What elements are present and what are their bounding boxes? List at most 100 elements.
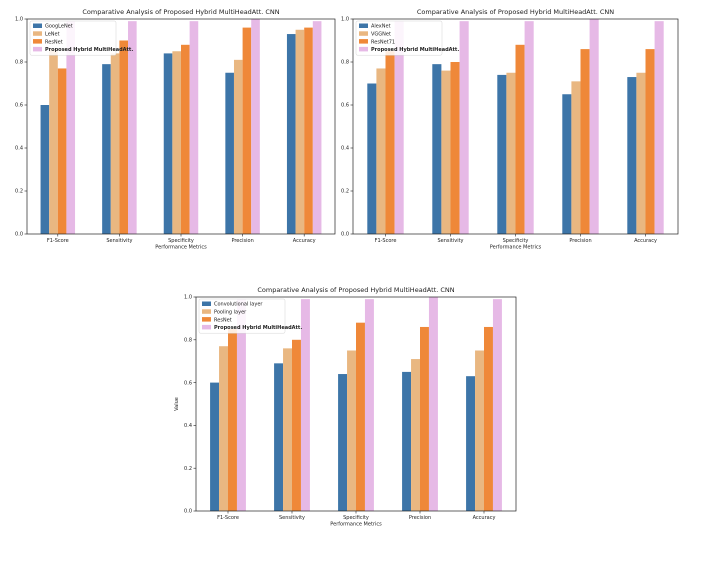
bar-vggnet-f1-score — [376, 68, 386, 234]
bar-resnet-f1-score — [57, 68, 67, 234]
bar-resnet-precision — [242, 27, 252, 234]
bar-vggnet-sensitivity — [441, 70, 451, 234]
bar-proposed-hybrid-multiheadatt--precision — [589, 19, 599, 234]
legend-label: ResNet — [45, 39, 63, 45]
y-tick-label: 0.6 — [341, 103, 349, 109]
x-tick-label: Precision — [569, 238, 591, 244]
x-tick-label: Specificity — [503, 238, 529, 244]
chart-alexnet-vggnet-resnet71: Comparative Analysis of Proposed Hybrid … — [341, 8, 679, 251]
legend-swatch-convolutional-layer — [202, 301, 211, 306]
chart-layer-ablation: Comparative Analysis of Proposed Hybrid … — [174, 286, 517, 528]
x-tick-label: Accuracy — [473, 515, 496, 521]
legend-label: Proposed Hybrid MultiHeadAtt. — [214, 325, 302, 331]
bar-proposed-hybrid-multiheadatt--specificity — [524, 21, 534, 235]
bar-googlenet-specificity — [163, 53, 173, 235]
bar-convolutional-layer-specificity — [338, 374, 348, 511]
x-tick-label: Precision — [409, 515, 431, 521]
bar-convolutional-layer-precision — [402, 371, 412, 511]
legend-box — [29, 20, 117, 56]
bar-resnet-accuracy — [484, 326, 493, 511]
y-tick-label: 0.0 — [341, 232, 349, 238]
x-axis-title: Performance Metrics — [330, 522, 382, 528]
bar-alexnet-specificity — [497, 74, 507, 235]
legend-swatch-proposed-hybrid-multiheadatt- — [359, 46, 368, 52]
chart-title: Comparative Analysis of Proposed Hybrid … — [417, 8, 614, 16]
legend-label: AlexNet — [371, 24, 391, 30]
legend-label: Proposed Hybrid MultiHeadAtt. — [45, 47, 133, 53]
bar-proposed-hybrid-multiheadatt--sensitivity — [300, 299, 310, 511]
bar-proposed-hybrid-multiheadatt--sensitivity — [128, 21, 137, 235]
x-tick-label: Specificity — [343, 515, 369, 521]
legend-swatch-proposed-hybrid-multiheadatt- — [202, 324, 211, 330]
bar-vggnet-accuracy — [636, 72, 646, 234]
legend-label: Pooling layer — [214, 310, 247, 316]
legend-swatch-resnet — [202, 317, 211, 322]
legend-swatch-alexnet — [359, 23, 368, 28]
bar-vggnet-specificity — [506, 72, 516, 234]
legend-swatch-resnet — [33, 39, 42, 44]
bar-pooling-layer-accuracy — [475, 350, 484, 511]
x-tick-label: Sensitivity — [106, 238, 132, 244]
bar-proposed-hybrid-multiheadatt--precision — [428, 297, 438, 511]
y-tick-label: 0.0 — [184, 509, 192, 515]
y-tick-label: 0.8 — [341, 60, 349, 66]
y-tick-label: 0.0 — [15, 232, 23, 238]
bar-proposed-hybrid-multiheadatt--accuracy — [312, 21, 322, 235]
bar-proposed-hybrid-multiheadatt--f1-score — [236, 299, 246, 511]
y-tick-label: 1.0 — [184, 295, 192, 301]
y-tick-label: 1.0 — [341, 17, 349, 23]
bar-alexnet-precision — [562, 94, 572, 234]
x-tick-label: F1-Score — [47, 238, 69, 244]
bar-proposed-hybrid-multiheadatt--specificity — [189, 21, 199, 235]
x-tick-label: F1-Score — [375, 238, 397, 244]
bar-pooling-layer-precision — [411, 359, 420, 511]
bar-resnet71-precision — [580, 49, 590, 234]
bar-googlenet-f1-score — [40, 105, 50, 234]
x-tick-label: Accuracy — [634, 238, 657, 244]
legend-label: Convolutional layer — [214, 302, 263, 308]
bar-lenet-f1-score — [49, 49, 58, 234]
y-tick-label: 0.6 — [184, 380, 192, 386]
bar-proposed-hybrid-multiheadatt--specificity — [364, 299, 374, 511]
bar-resnet-specificity — [356, 322, 365, 511]
bar-pooling-layer-sensitivity — [283, 348, 292, 511]
x-tick-label: F1-Score — [217, 515, 239, 521]
bar-resnet-accuracy — [304, 27, 313, 234]
x-tick-label: Precision — [231, 238, 253, 244]
bar-resnet71-f1-score — [385, 51, 395, 234]
bar-proposed-hybrid-multiheadatt--precision — [251, 19, 260, 234]
bar-resnet-f1-score — [228, 329, 237, 511]
bar-resnet-sensitivity — [292, 339, 301, 511]
bar-resnet-sensitivity — [119, 40, 129, 234]
legend-swatch-resnet71 — [359, 39, 368, 44]
legend-swatch-vggnet — [359, 31, 368, 36]
bar-resnet71-specificity — [515, 44, 525, 234]
bar-pooling-layer-specificity — [347, 350, 356, 511]
y-tick-label: 0.8 — [15, 60, 23, 66]
bar-googlenet-accuracy — [286, 34, 296, 234]
chart-title: Comparative Analysis of Proposed Hybrid … — [257, 286, 454, 294]
x-tick-label: Sensitivity — [437, 238, 463, 244]
bar-lenet-accuracy — [295, 29, 305, 234]
x-tick-label: Sensitivity — [279, 515, 305, 521]
bar-pooling-layer-f1-score — [219, 346, 228, 511]
bar-alexnet-sensitivity — [432, 64, 442, 235]
x-axis-title: Performance Metrics — [490, 245, 542, 251]
legend-label: GoogLeNet — [45, 24, 73, 30]
y-tick-label: 0.4 — [15, 146, 23, 152]
y-tick-label: 1.0 — [15, 17, 23, 23]
legend-label: ResNet — [214, 317, 232, 323]
y-tick-label: 0.8 — [184, 338, 192, 344]
bar-proposed-hybrid-multiheadatt--sensitivity — [459, 21, 469, 235]
bar-convolutional-layer-accuracy — [466, 376, 476, 511]
legend-swatch-lenet — [33, 31, 42, 36]
bar-resnet-specificity — [181, 44, 190, 234]
legend-swatch-googlenet — [33, 23, 42, 28]
bar-alexnet-f1-score — [367, 83, 377, 234]
chart-title: Comparative Analysis of Proposed Hybrid … — [82, 8, 279, 16]
bar-lenet-specificity — [172, 51, 181, 234]
y-tick-label: 0.2 — [341, 189, 349, 195]
y-tick-label: 0.6 — [15, 103, 23, 109]
legend-swatch-pooling-layer — [202, 309, 211, 314]
legend-swatch-proposed-hybrid-multiheadatt- — [33, 46, 42, 52]
